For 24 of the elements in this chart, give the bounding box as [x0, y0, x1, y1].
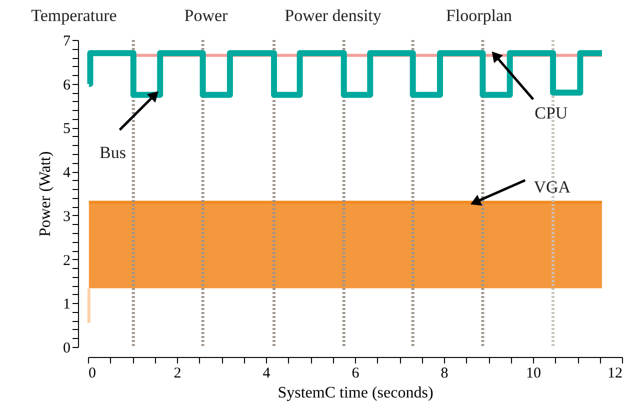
x-tick-label: 4 [262, 366, 271, 382]
text: Power density [284, 6, 382, 25]
x-tick-label: 10 [526, 366, 541, 382]
annotation: VGA [534, 177, 572, 196]
x-tick-label: 0 [88, 366, 96, 382]
y-tick-label: 0 [63, 340, 70, 356]
y-tick-label: 2 [63, 252, 70, 269]
x-tick-label: 12 [608, 366, 622, 382]
annotation: Bus [100, 142, 126, 162]
x-tick-label: 2 [174, 366, 182, 382]
x-tick-label: 6 [352, 366, 360, 382]
y-axis-title: Power (Watt) [37, 151, 54, 237]
y-tick-label: 7 [63, 34, 71, 50]
annotation: CPU [534, 103, 568, 122]
text: Temperature [31, 6, 117, 25]
text: Floorplan [446, 6, 513, 25]
x-axis-title: SystemC time (seconds) [278, 384, 434, 402]
x-tick-label: 8 [440, 366, 448, 382]
y-tick-label: 6 [63, 77, 71, 94]
y-tick-label: 3 [63, 208, 70, 225]
text: Power [184, 6, 228, 25]
y-tick-label: 1 [63, 296, 70, 313]
y-tick-label: 4 [63, 165, 71, 182]
y-tick-label: 5 [63, 121, 70, 138]
